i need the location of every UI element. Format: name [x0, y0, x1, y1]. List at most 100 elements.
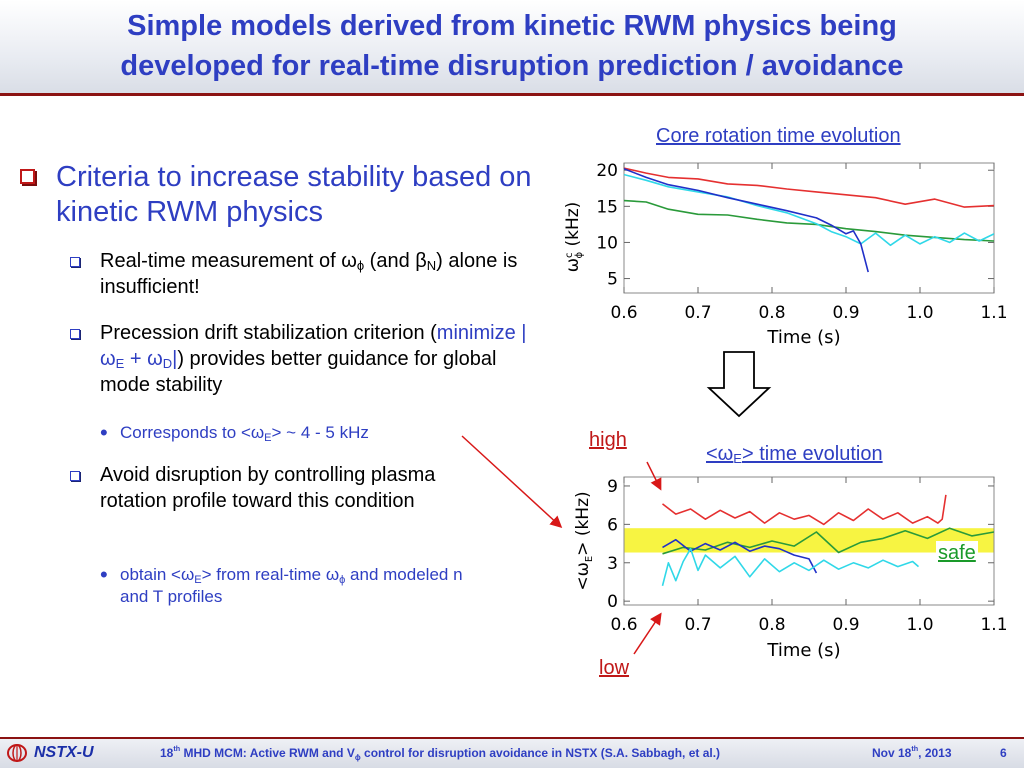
- text-run: > ~ 4 - 5 kHz: [271, 423, 369, 442]
- x-tick-label: 0.7: [684, 615, 711, 635]
- y-tick-label: 6: [607, 515, 618, 535]
- x-tick-label: 1.0: [906, 303, 933, 323]
- x-tick-label: 0.9: [832, 303, 859, 323]
- slide-title: Simple models derived from kinetic RWM p…: [0, 6, 1024, 86]
- title-divider: [0, 93, 1024, 96]
- y-tick-label: 15: [596, 197, 618, 217]
- text-run: ) alone is insufficient!: [100, 250, 518, 298]
- square-bullet-icon: [70, 329, 80, 339]
- safe-label: safe: [936, 541, 978, 565]
- th-superscript: th: [173, 744, 181, 753]
- d-subscript: D: [162, 356, 173, 371]
- low-label: low: [599, 657, 630, 679]
- text-run: Precession drift stabilization criterion…: [100, 322, 437, 344]
- phi-subscript: ϕ: [574, 252, 585, 259]
- obtain-text: obtain <ωE> from real-time ωϕ and modele…: [120, 564, 470, 608]
- x-tick-label: 0.8: [758, 303, 785, 323]
- text-run: MHD MCM: Active RWM and V: [180, 746, 355, 760]
- core-rotation-caption: Core rotation time evolution: [656, 125, 901, 147]
- chart2-ticks: [623, 477, 995, 605]
- slide-title-line1: Simple models derived from kinetic RWM p…: [127, 10, 897, 42]
- footer-date: Nov 18th, 2013: [872, 745, 952, 761]
- chart2-frame: [623, 476, 995, 606]
- chart2-series-line-0: [662, 494, 947, 526]
- th-superscript: th: [911, 744, 919, 753]
- e-subscript: E: [584, 556, 595, 562]
- x-tick-label: 0.8: [758, 615, 785, 635]
- chart1-y-tick-labels: 5 10 15 20: [596, 161, 618, 289]
- x-tick-label: 0.9: [832, 615, 859, 635]
- chart1-y-axis-label: ωcϕ (kHz): [563, 202, 585, 273]
- page-number: 6: [1000, 746, 1007, 760]
- sub-bullet-avoid-text: Avoid disruption by controlling plasma r…: [100, 464, 436, 512]
- text-run: 18: [160, 746, 174, 760]
- phi-subscript: ϕ: [354, 753, 361, 762]
- y-tick-label: 3: [607, 554, 618, 574]
- high-pointer-arrow: [646, 461, 662, 491]
- phi-subscript: ϕ: [339, 574, 346, 586]
- minimize-text: minimize |ω: [100, 322, 527, 370]
- text-run: , 2013: [918, 746, 952, 760]
- abs-bar: |: [172, 348, 178, 370]
- beta-symbol: β: [415, 250, 427, 272]
- chart1-series-line-1: [624, 199, 994, 242]
- chart2-series-line-2: [662, 538, 818, 574]
- omega-symbol: ω: [341, 250, 357, 272]
- y-tick-label: 10: [596, 233, 618, 253]
- omega-symbol: ω: [563, 258, 583, 272]
- dot-bullet-icon: •: [100, 562, 108, 587]
- square-bullet-icon: [70, 471, 80, 481]
- chart2-x-tick-labels: 0.6 0.7 0.8 0.9 1.0 1.1: [610, 615, 1007, 635]
- e-subscript: E: [194, 574, 202, 586]
- text-run: control for disruption avoidance in NSTX…: [360, 746, 721, 760]
- sub-bullet-realtime-text: Real-time measurement of ωϕ (and βN) alo…: [100, 248, 530, 300]
- e-subscript: E: [733, 451, 742, 466]
- dot-bullet-icon: •: [100, 420, 108, 445]
- chart1-frame: [623, 162, 995, 294]
- chart2-y-tick-labels: 0 3 6 9: [607, 477, 618, 612]
- low-pointer-arrow: [633, 612, 662, 655]
- high-label: high: [589, 429, 627, 451]
- title-band: Simple models derived from kinetic RWM p…: [0, 0, 1024, 94]
- x-tick-label: 0.6: [610, 615, 637, 635]
- chart1-series-line-2: [624, 173, 994, 247]
- chart2-series: [661, 494, 994, 586]
- footer-divider: [0, 737, 1024, 739]
- core-rotation-chart: 0.6 0.7 0.8 0.9 1.0 1.1 5 10 15 20 Time (s) ωcϕ …: [563, 161, 1008, 348]
- e-subscript: E: [264, 432, 272, 444]
- chart2-x-axis-label: Time (s): [766, 640, 840, 661]
- slide-title-line2: developed for real-time disruption predi…: [120, 50, 904, 82]
- x-tick-label: 1.0: [906, 615, 933, 635]
- chart1-x-tick-labels: 0.6 0.7 0.8 0.9 1.0 1.1: [610, 303, 1007, 323]
- y-tick-label: 0: [607, 592, 618, 612]
- text-run: > from real-time: [201, 565, 326, 584]
- chart1-series: [624, 167, 994, 273]
- text-run: (and: [364, 250, 416, 272]
- logo-text: NSTX-U: [34, 744, 94, 761]
- chart1-ticks: [623, 163, 995, 293]
- text-run: and modeled n and T profiles: [120, 565, 463, 606]
- plus-omega-text: + ω: [124, 348, 163, 370]
- x-tick-label: 0.7: [684, 303, 711, 323]
- unit-text: (kHz): [563, 202, 583, 252]
- chart2-series-line-1: [662, 527, 994, 555]
- y-tick-label: 20: [596, 161, 618, 181]
- x-tick-label: 0.6: [610, 303, 637, 323]
- sub-bullet-precession-text: Precession drift stabilization criterion…: [100, 320, 530, 398]
- chart1-x-axis-label: Time (s): [766, 327, 840, 348]
- text-run: <ω: [706, 443, 734, 465]
- text-run: > (kHz): [573, 491, 593, 555]
- corresponds-pointer-arrow: [461, 435, 563, 529]
- chart1-series-line-3: [624, 168, 869, 273]
- x-tick-label: 1.1: [980, 303, 1007, 323]
- y-tick-label: 9: [607, 477, 618, 497]
- y-tick-label: 5: [607, 270, 618, 290]
- text-run: Real-time measurement of: [100, 250, 342, 272]
- x-tick-label: 1.1: [980, 615, 1007, 635]
- text-run: <ω: [573, 562, 593, 590]
- chart2-series-line-3: [661, 547, 920, 586]
- chart1-series-line-0: [624, 167, 994, 208]
- chart2-y-axis-label: <ωE> (kHz): [573, 491, 595, 590]
- corresponds-text: Corresponds to <ωE> ~ 4 - 5 kHz: [120, 422, 480, 444]
